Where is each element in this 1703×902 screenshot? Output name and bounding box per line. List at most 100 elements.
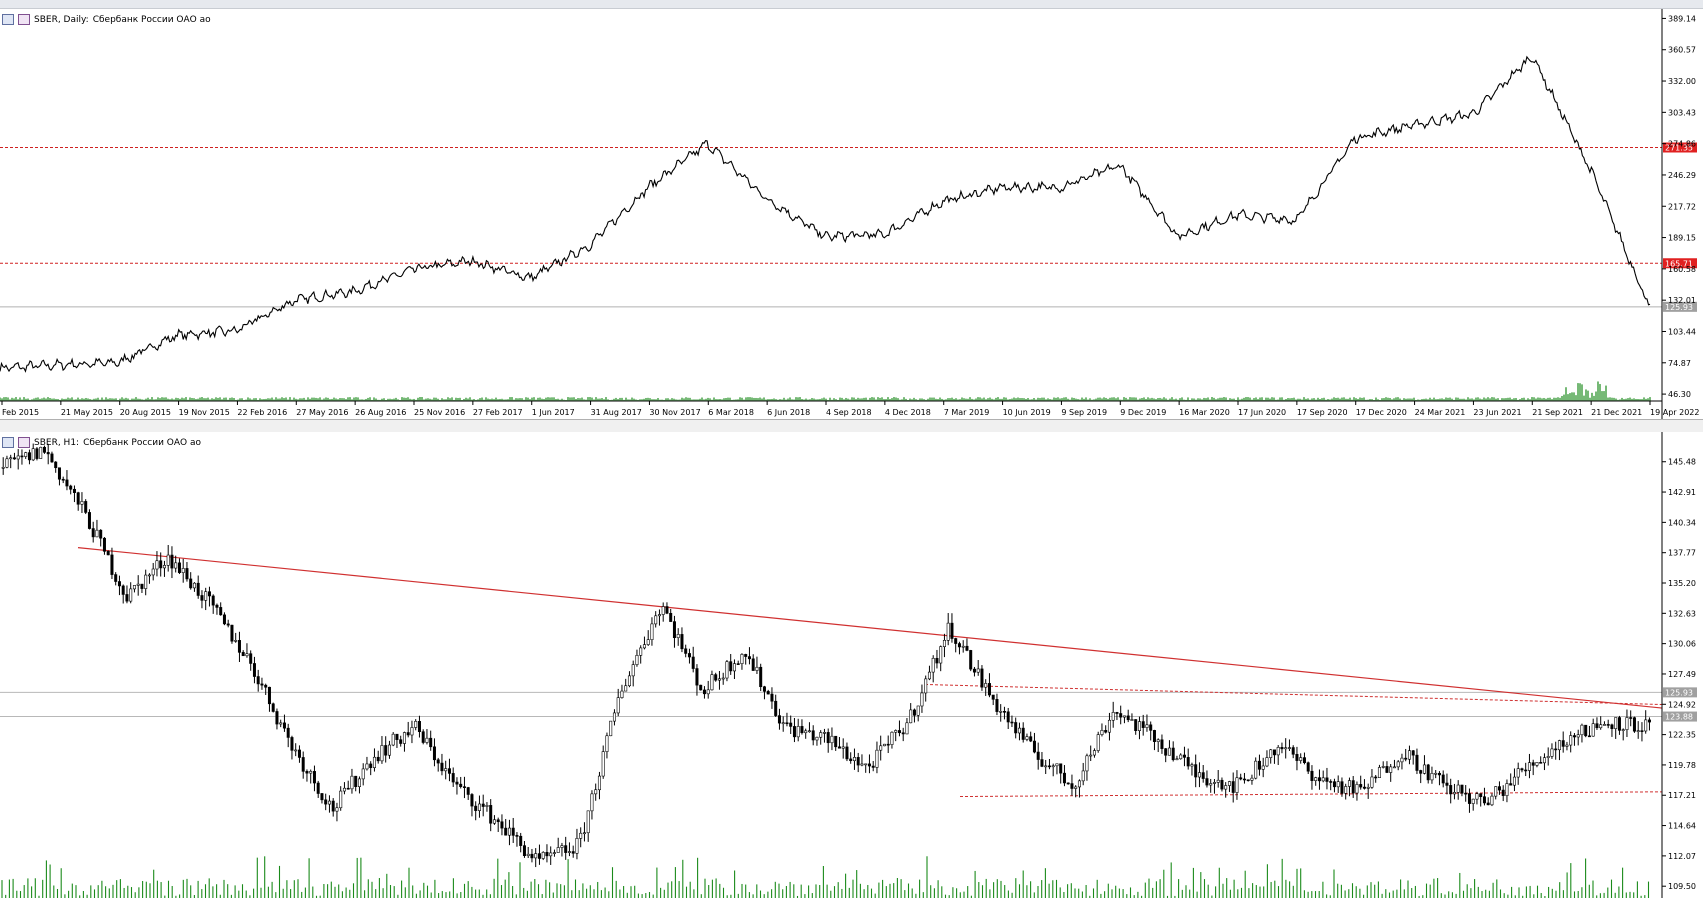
candle-body — [691, 656, 695, 669]
chart-pane-daily[interactable]: 271.35 165.71 125.93 389.14 360.57 332.00 303… — [0, 9, 1703, 419]
candle-body — [1606, 724, 1610, 726]
candle-body — [1344, 786, 1348, 794]
candle-body — [57, 467, 61, 480]
candle-body — [736, 663, 740, 665]
candle-body — [185, 568, 189, 580]
time-axis-label: 27 Feb 2017 — [473, 408, 523, 417]
candle-body — [219, 607, 223, 616]
time-axis-label: 17 Jun 2020 — [1238, 408, 1286, 417]
candle-body — [1621, 729, 1625, 731]
chart-symbol: SBER, H1: — [34, 437, 80, 448]
candle-body — [834, 735, 838, 748]
candle-body — [995, 699, 999, 712]
candle-body — [545, 852, 549, 857]
candle-body — [1152, 730, 1156, 742]
candle-body — [290, 737, 294, 751]
candle-body — [999, 711, 1003, 713]
candle-body — [1055, 763, 1059, 767]
candle-body — [369, 763, 373, 768]
candle-body — [1464, 792, 1468, 795]
candle-body — [151, 568, 155, 576]
h1-chart-svg[interactable]: 125.93 123.88 145.48 142.91 140.34 137.77 135… — [0, 432, 1703, 898]
candle-body — [860, 763, 864, 766]
candle-body — [1126, 715, 1130, 721]
candle-body — [39, 446, 43, 459]
candle-body — [327, 800, 331, 805]
candle-body — [12, 457, 16, 460]
candle-body — [1460, 784, 1464, 794]
candle-body — [1089, 754, 1093, 757]
candle-body — [1171, 747, 1175, 761]
candle-body — [42, 446, 46, 453]
candle-body — [1494, 786, 1498, 797]
candle-body — [1119, 713, 1123, 718]
candle-body — [1081, 770, 1085, 782]
chart-type-icon[interactable] — [18, 437, 30, 448]
candle-body — [1512, 776, 1516, 786]
candle-body — [271, 703, 275, 712]
candle-body — [1340, 781, 1344, 794]
candle-body — [654, 615, 658, 625]
chart-pane-h1[interactable]: 125.93 123.88 145.48 142.91 140.34 137.77 135… — [0, 432, 1703, 898]
candle-body — [1554, 748, 1558, 751]
candle-body — [875, 749, 879, 768]
candle-body — [830, 735, 834, 744]
candle-body — [1291, 747, 1295, 755]
candle-body — [346, 787, 350, 790]
candle-body — [515, 835, 519, 837]
candle-body — [1197, 772, 1201, 778]
candle-body — [1614, 717, 1618, 729]
candle-body — [1419, 770, 1423, 774]
candlesticks — [1, 443, 1651, 868]
candle-body — [200, 595, 204, 601]
candle-body — [661, 606, 665, 615]
candle-body — [1002, 711, 1006, 713]
chart-description: Сбербанк России ОАО ао — [92, 14, 211, 25]
candle-body — [1017, 727, 1021, 734]
candle-body — [841, 746, 845, 749]
candle-body — [31, 448, 35, 461]
candle-body — [410, 727, 414, 736]
candle-body — [1595, 723, 1599, 729]
candle-body — [849, 758, 853, 762]
candle-body — [852, 757, 856, 762]
candle-body — [946, 622, 950, 641]
price-tag — [1663, 687, 1697, 698]
candle-body — [1370, 776, 1374, 788]
candle-body — [1299, 757, 1303, 761]
candle-body — [230, 624, 234, 642]
chart-header: SBER, H1: Сбербанк России ОАО ао — [2, 437, 201, 448]
candle-body — [1385, 766, 1389, 773]
candle-body — [136, 583, 140, 586]
candle-body — [264, 684, 268, 688]
price-axis-label: 114.64 — [1668, 822, 1696, 831]
candle-body — [586, 810, 590, 834]
candle-body — [556, 847, 560, 853]
candle-body — [1351, 780, 1355, 794]
candle-body — [46, 452, 50, 455]
candle-body — [342, 787, 346, 792]
candle-body — [762, 686, 766, 692]
chart-grid-icon[interactable] — [2, 14, 14, 25]
candle-body — [20, 455, 24, 458]
daily-chart-svg[interactable]: 271.35 165.71 125.93 389.14 360.57 332.00 303… — [0, 9, 1703, 419]
candle-body — [594, 789, 598, 795]
price-axis-label: 142.91 — [1668, 488, 1696, 497]
candle-body — [1145, 724, 1149, 728]
candle-body — [1366, 786, 1370, 789]
chart-grid-icon[interactable] — [2, 437, 14, 448]
candle-body — [339, 790, 343, 809]
candle-body — [965, 645, 969, 651]
candle-body — [646, 639, 650, 645]
candle-body — [755, 666, 759, 671]
candle-body — [519, 835, 523, 846]
candle-body — [1415, 754, 1419, 771]
chart-type-icon[interactable] — [18, 14, 30, 25]
candle-body — [384, 745, 388, 756]
candle-body — [1209, 783, 1213, 786]
candle-body — [1471, 798, 1475, 804]
candle-body — [470, 794, 474, 807]
candle-body — [744, 654, 748, 657]
candle-body — [252, 663, 256, 677]
candle-body — [695, 668, 699, 686]
